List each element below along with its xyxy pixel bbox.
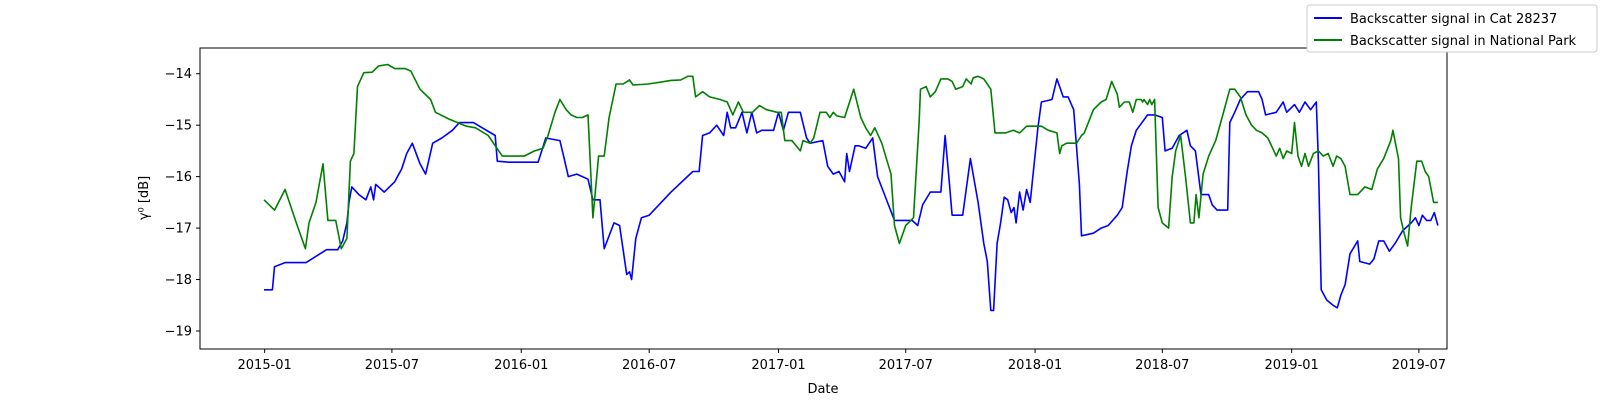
legend-label-1: Backscatter signal in Cat 28237: [1350, 12, 1557, 27]
x-tick-label: 2015-01: [238, 358, 292, 373]
plot-area: [263, 63, 1439, 312]
x-tick-label: 2017-01: [751, 358, 805, 373]
x-tick-label: 2018-01: [1008, 358, 1062, 373]
x-axis: 2015-01 2015-07 2016-01 2016-07 2017-01 2017-…: [238, 349, 1446, 373]
y-axis: −14 −15 −16 −17 −18 −19: [165, 67, 200, 339]
y-axis-label: γ⁰ [dB]: [137, 176, 152, 220]
series-line-2: [263, 63, 1438, 250]
x-tick-label: 2018-07: [1135, 358, 1189, 373]
y-tick-label: −16: [165, 170, 192, 185]
x-tick-label: 2016-01: [494, 358, 548, 373]
legend-label-2: Backscatter signal in National Park: [1350, 34, 1577, 49]
series-line-1: [264, 78, 1439, 312]
x-tick-label: 2019-07: [1392, 358, 1446, 373]
y-tick-label: −15: [165, 119, 192, 134]
x-tick-label: 2017-07: [879, 358, 933, 373]
x-tick-label: 2016-07: [622, 358, 676, 373]
legend-box: [1306, 4, 1598, 53]
legend: Backscatter signal in Cat 28237 Backscat…: [1306, 4, 1598, 53]
x-tick-label: 2015-07: [365, 358, 419, 373]
x-tick-label: 2019-01: [1264, 358, 1318, 373]
x-axis-label: Date: [807, 382, 838, 397]
y-tick-label: −19: [165, 324, 192, 339]
axes-frame: [199, 47, 1448, 350]
y-tick-label: −14: [165, 67, 192, 82]
y-tick-label: −18: [165, 273, 192, 288]
y-tick-label: −17: [165, 222, 192, 237]
